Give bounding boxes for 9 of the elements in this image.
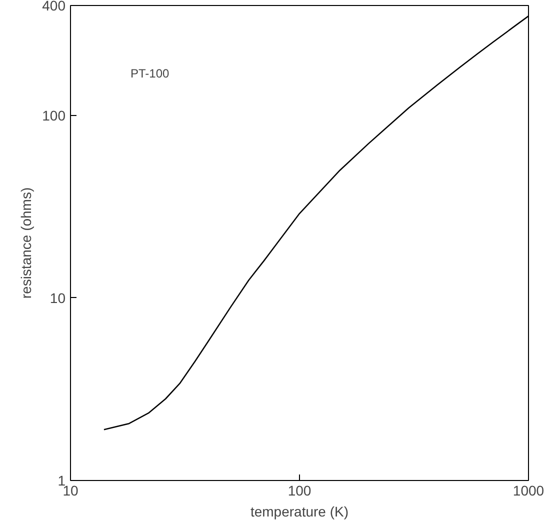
annotation: PT-100 xyxy=(130,66,170,80)
x-tick-label: 1000 xyxy=(512,482,544,498)
x-tick-label: 10 xyxy=(62,482,78,498)
y-tick-label: 10 xyxy=(50,290,66,306)
y-tick-label: 400 xyxy=(42,0,66,14)
x-tick-label: 100 xyxy=(288,482,312,498)
y-tick-label: 100 xyxy=(42,107,66,124)
x-axis-title: temperature (K) xyxy=(250,504,349,520)
y-axis-title: resistance (ohms) xyxy=(18,187,34,299)
